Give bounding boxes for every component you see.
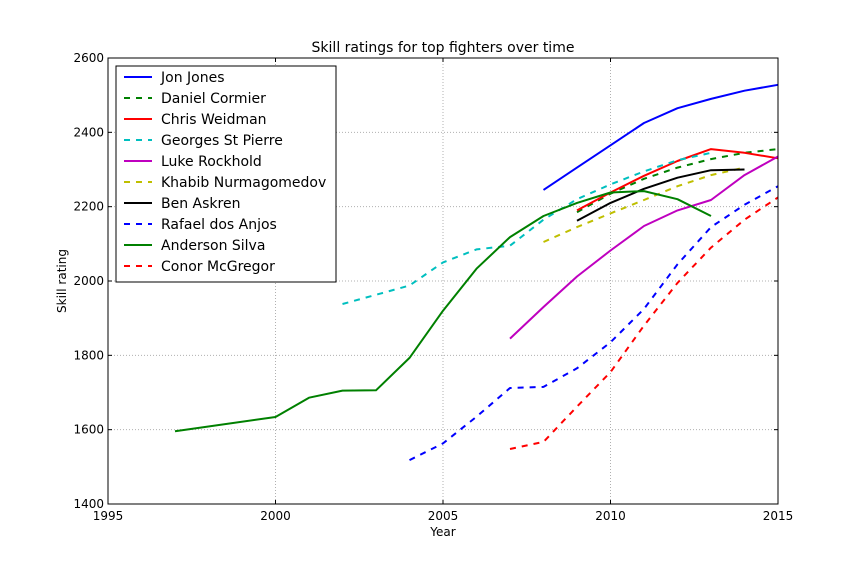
series-line-rafael-dos-anjos — [409, 185, 779, 461]
legend-label: Jon Jones — [160, 70, 225, 86]
series-line-khabib-nurmagomedov — [543, 166, 745, 243]
legend-label: Luke Rockhold — [161, 154, 262, 170]
y-tick-label: 1600 — [73, 423, 104, 437]
legend-label: Conor McGregor — [161, 259, 275, 275]
series-line-jon-jones — [542, 83, 779, 191]
chart-title: Skill ratings for top fighters over time — [312, 40, 575, 56]
ticks: 1995 2000 2005 2010 2015 1400 1600 1800 2000 2200… — [73, 51, 793, 523]
y-tick-label: 1400 — [73, 497, 104, 511]
legend: Jon Jones Daniel Cormier Chris Weidman Geor… — [115, 65, 337, 283]
legend-label: Anderson Silva — [161, 238, 265, 254]
legend-label: Georges St Pierre — [161, 133, 283, 149]
y-tick-label: 2000 — [73, 274, 104, 288]
y-tick-label: 1800 — [73, 348, 104, 362]
series-line-conor-mcgregor — [509, 196, 779, 450]
x-tick-label: 2010 — [595, 509, 626, 523]
y-tick-label: 2200 — [73, 200, 104, 214]
y-axis-label: Skill rating — [55, 249, 69, 313]
legend-label: Ben Askren — [161, 196, 240, 212]
legend-label: Chris Weidman — [161, 112, 267, 128]
series-line-ben-askren — [576, 168, 745, 222]
y-tick-label: 2600 — [73, 51, 104, 65]
series-line-luke-rockhold — [509, 155, 779, 340]
x-tick-label: 1995 — [93, 509, 124, 523]
x-tick-label: 2015 — [763, 509, 794, 523]
y-tick-label: 2400 — [73, 125, 104, 139]
x-tick-label: 2000 — [260, 509, 291, 523]
series-line-georges-st-pierre — [342, 151, 712, 305]
legend-label: Rafael dos Anjos — [161, 217, 277, 233]
x-axis-label: Year — [429, 525, 455, 539]
legend-label: Daniel Cormier — [161, 91, 266, 107]
legend-label: Khabib Nurmagomedov — [161, 175, 326, 191]
legend-box — [115, 65, 337, 283]
series-lines — [174, 83, 779, 461]
series-line-daniel-cormier — [576, 148, 779, 214]
x-tick-label: 2005 — [428, 509, 459, 523]
series-line-anderson-silva — [174, 190, 712, 433]
